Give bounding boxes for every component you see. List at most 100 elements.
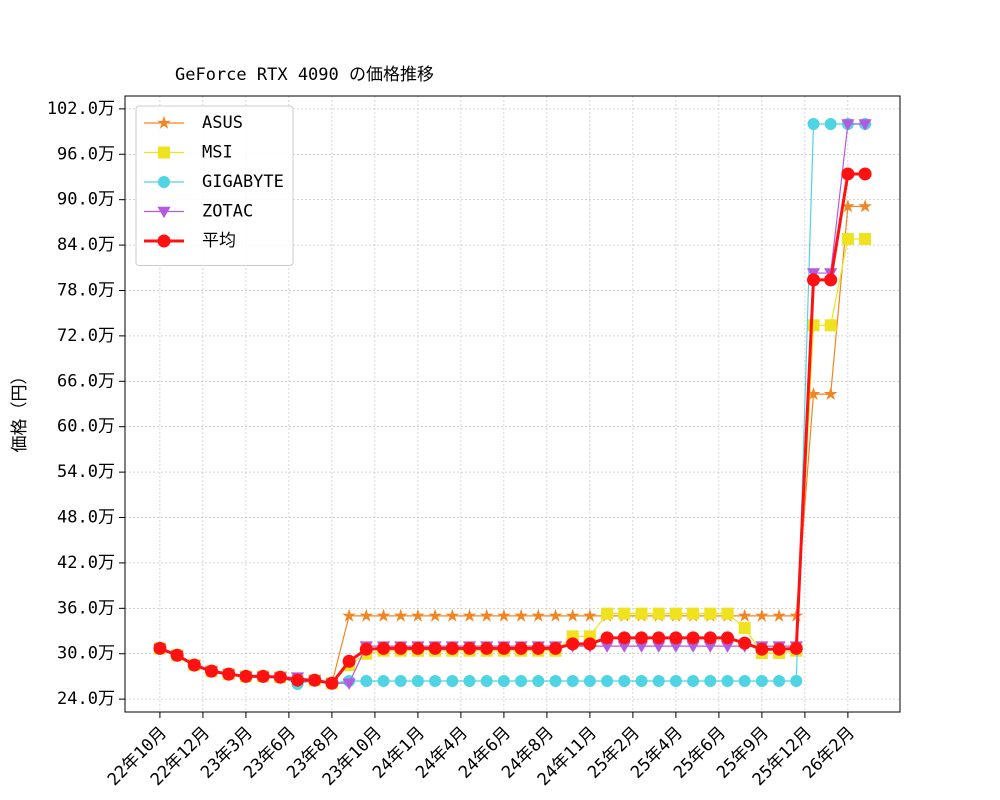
marker <box>601 607 614 620</box>
marker <box>153 641 167 655</box>
marker <box>720 641 735 653</box>
marker <box>445 608 460 622</box>
marker <box>618 674 631 687</box>
y-tick-label: 78.0万 <box>57 280 115 300</box>
plot-frame <box>124 95 901 713</box>
legend-box <box>135 105 294 266</box>
marker <box>858 167 872 181</box>
y-tick-label: 84.0万 <box>57 235 115 255</box>
y-tick-label: 102.0万 <box>47 99 115 119</box>
marker <box>411 674 424 687</box>
marker <box>807 319 820 332</box>
marker <box>515 674 528 687</box>
marker <box>841 199 855 213</box>
marker <box>428 641 442 655</box>
marker <box>583 637 597 651</box>
marker <box>463 641 477 655</box>
marker <box>703 641 717 653</box>
marker <box>531 608 546 622</box>
y-tick-label: 96.0万 <box>57 144 115 164</box>
marker <box>205 664 219 678</box>
marker <box>291 673 305 687</box>
marker <box>531 641 545 655</box>
marker <box>721 607 734 620</box>
marker <box>600 641 614 653</box>
marker <box>342 678 356 690</box>
marker <box>652 607 665 620</box>
y-tick-label: 54.0万 <box>57 462 115 482</box>
marker <box>634 641 649 653</box>
marker <box>325 676 339 690</box>
marker <box>256 669 270 683</box>
marker <box>824 273 838 287</box>
marker <box>273 670 287 684</box>
marker <box>824 118 837 130</box>
marker <box>806 273 820 287</box>
marker <box>377 641 391 655</box>
marker <box>634 631 648 645</box>
marker <box>532 674 545 687</box>
marker <box>652 641 666 653</box>
marker <box>789 608 804 622</box>
marker <box>480 674 493 687</box>
legend-marker <box>158 176 170 188</box>
marker <box>806 386 821 400</box>
marker <box>514 608 528 622</box>
marker <box>669 674 682 687</box>
marker <box>342 608 356 622</box>
legend-label: ASUS <box>202 113 243 133</box>
marker <box>755 642 769 656</box>
marker <box>428 608 442 622</box>
marker <box>704 674 717 687</box>
marker <box>669 641 683 653</box>
marker <box>360 674 373 687</box>
marker <box>359 642 373 656</box>
marker <box>377 674 390 687</box>
marker <box>737 608 752 622</box>
marker <box>480 641 494 655</box>
marker <box>411 641 425 655</box>
legend-marker <box>158 146 170 159</box>
y-tick-label: 60.0万 <box>57 417 115 437</box>
marker <box>497 608 511 622</box>
marker <box>772 608 786 622</box>
marker <box>841 167 855 181</box>
marker <box>601 674 614 687</box>
marker <box>824 319 837 332</box>
marker <box>686 641 700 653</box>
legend-label: ZOTAC <box>202 202 253 222</box>
y-tick-label: 72.0万 <box>57 326 115 346</box>
marker <box>721 674 734 687</box>
marker <box>738 622 751 634</box>
marker <box>790 674 803 687</box>
marker <box>411 608 425 622</box>
marker <box>617 631 631 645</box>
marker <box>635 607 648 620</box>
marker <box>755 674 768 687</box>
marker <box>583 608 597 622</box>
marker <box>755 608 769 622</box>
marker <box>807 118 820 130</box>
legend-marker <box>157 206 171 219</box>
y-tick-label: 30.0万 <box>57 644 115 664</box>
marker <box>738 636 752 650</box>
marker <box>720 631 734 645</box>
marker <box>239 669 253 683</box>
marker <box>463 674 476 687</box>
marker <box>497 674 510 687</box>
marker <box>652 674 665 687</box>
legend-marker <box>157 234 171 248</box>
marker <box>635 674 648 687</box>
marker <box>859 233 872 246</box>
marker <box>170 648 184 662</box>
marker <box>445 641 459 655</box>
y-tick-label: 90.0万 <box>57 190 115 210</box>
marker <box>703 631 717 645</box>
y-axis-label: 価格（円） <box>10 368 30 453</box>
marker <box>687 674 700 687</box>
marker <box>565 608 580 622</box>
marker <box>342 654 356 668</box>
marker <box>738 674 751 687</box>
y-tick-label: 66.0万 <box>57 371 115 391</box>
